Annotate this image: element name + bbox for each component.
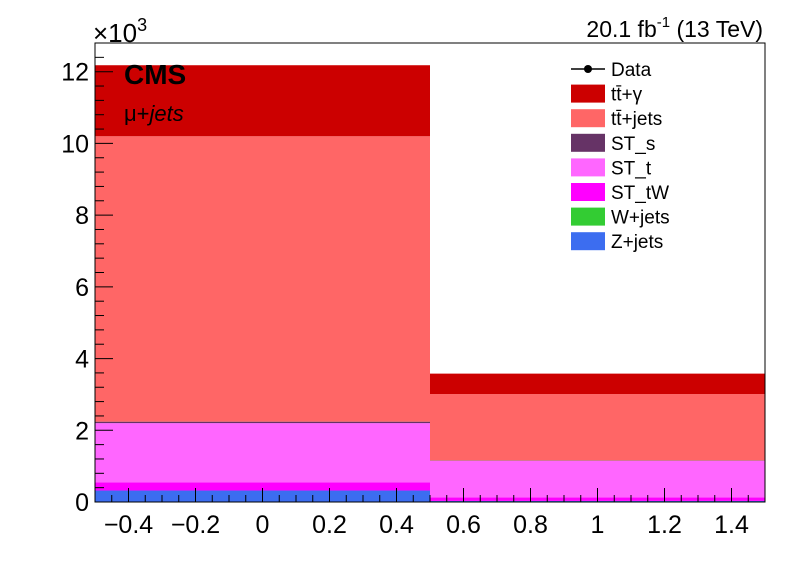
x-tick-label: 0.4 (379, 511, 414, 539)
bar-st-tw-bin-0 (95, 482, 430, 491)
bar-tt--bin-0 (95, 65, 430, 137)
y-tick-label: 8 (75, 202, 89, 230)
y-tick-label: 4 (75, 346, 89, 374)
legend-label: Data (611, 60, 652, 81)
legend-label: ST_t (611, 158, 652, 179)
x-tick-label: −0.2 (171, 511, 220, 539)
legend-label: ST_tW (611, 183, 669, 204)
y-tick-label: 2 (75, 417, 89, 445)
y-exponent-label: ×103 (93, 15, 147, 48)
bar-tt--bin-1 (430, 373, 765, 395)
legend-swatch (571, 158, 605, 177)
y-tick-label: 0 (75, 489, 89, 517)
legend-label: ST_s (611, 134, 655, 155)
bar-stack-group (95, 65, 765, 502)
x-tick-label: 0.8 (513, 511, 548, 539)
channel-label: μ+jets (124, 101, 184, 126)
y-exponent-power: 3 (137, 15, 147, 35)
legend-swatch (571, 109, 605, 128)
x-tick-label: 1 (591, 511, 605, 539)
legend-swatch (571, 133, 605, 152)
bar-st-t-bin-0 (95, 423, 430, 483)
y-tick-label: 6 (75, 274, 89, 302)
legend-data-marker (584, 65, 592, 73)
x-tick-label: 1.4 (714, 511, 749, 539)
x-tick-label: −0.4 (104, 511, 153, 539)
bar-tt-jets-bin-1 (430, 394, 765, 461)
cms-label: CMS (124, 59, 186, 90)
x-axis: −0.4 −0.2 0 0.2 0.4 0.6 0.8 1 1.2 1.4 (94, 488, 766, 539)
legend-swatch (571, 84, 605, 103)
x-tick-label: 0.2 (312, 511, 347, 539)
y-tick-label: 12 (61, 59, 89, 87)
y-tick-label: 10 (61, 130, 89, 158)
legend-label: tt̄+jets (611, 109, 662, 130)
legend-swatch (571, 183, 605, 201)
bar-tt-jets-bin-0 (95, 136, 430, 422)
x-tick-label: 1.2 (647, 511, 682, 539)
legend: Data tt̄+γ tt̄+jets ST_s ST_t ST_tW W+jets Z+je… (571, 60, 670, 253)
legend-swatch (571, 207, 605, 226)
legend-label: W+jets (611, 208, 670, 229)
luminosity-label: 20.1 fb-1 (13 TeV) (586, 14, 763, 42)
x-tick-label: 0.6 (446, 511, 481, 539)
bar-st-s-bin-0 (95, 421, 430, 424)
legend-swatch (571, 232, 605, 251)
legend-label: tt̄+γ (611, 85, 643, 106)
x-tick-label: 0 (256, 511, 270, 539)
legend-label: Z+jets (611, 232, 663, 253)
y-axis: 0 2 4 6 8 10 12 (61, 42, 113, 517)
